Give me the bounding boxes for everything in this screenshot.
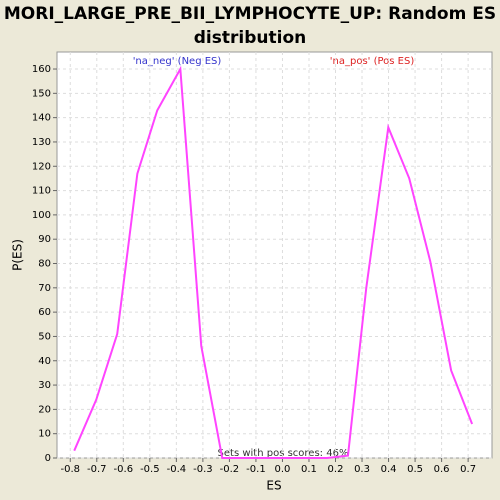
y-tick-label: 70 xyxy=(38,283,51,294)
x-tick-label: 0.2 xyxy=(328,464,344,475)
annotation: 'na_neg' (Neg ES) xyxy=(133,56,222,67)
annotation: Sets with pos scores: 46% xyxy=(218,448,349,459)
y-tick-label: 60 xyxy=(38,307,51,318)
y-tick-label: 100 xyxy=(32,210,51,221)
plot-area xyxy=(56,51,493,459)
x-tick-label: -0.4 xyxy=(167,464,187,475)
y-tick-label: 0 xyxy=(45,453,51,464)
y-tick-label: 120 xyxy=(32,161,51,172)
y-tick-label: 140 xyxy=(32,113,51,124)
x-tick-label: 0.1 xyxy=(301,464,317,475)
x-tick-label: -0.2 xyxy=(220,464,240,475)
x-tick-label: -0.7 xyxy=(87,464,107,475)
y-tick-label: 90 xyxy=(38,234,51,245)
y-tick-label: 130 xyxy=(32,137,51,148)
y-tick-label: 10 xyxy=(38,429,51,440)
x-tick-label: -0.8 xyxy=(61,464,81,475)
annotation: 'na_pos' (Pos ES) xyxy=(330,56,415,67)
x-tick-label: 0.7 xyxy=(460,464,476,475)
y-axis-label: P(ES) xyxy=(11,239,25,271)
x-tick-label: 0.5 xyxy=(407,464,423,475)
y-tick-label: 160 xyxy=(32,64,51,75)
x-tick-label: 0.4 xyxy=(381,464,397,475)
y-tick-label: 150 xyxy=(32,88,51,99)
y-tick-label: 40 xyxy=(38,356,51,367)
y-tick-label: 110 xyxy=(32,186,51,197)
x-tick-label: -0.3 xyxy=(193,464,213,475)
x-tick-label: -0.6 xyxy=(114,464,134,475)
chart-title: MORI_LARGE_PRE_BII_LYMPHOCYTE_UP: Random… xyxy=(3,4,497,48)
y-tick-label: 20 xyxy=(38,404,51,415)
x-tick-label: 0.3 xyxy=(354,464,370,475)
data-line xyxy=(73,65,474,459)
x-axis-label: ES xyxy=(266,479,281,493)
x-tick-label: -0.1 xyxy=(246,464,266,475)
y-tick-label: 80 xyxy=(38,259,51,270)
x-tick-label: 0.6 xyxy=(434,464,450,475)
x-tick-label: -0.5 xyxy=(140,464,160,475)
y-tick-label: 30 xyxy=(38,380,51,391)
x-tick-label: 0.0 xyxy=(275,464,291,475)
y-tick-label: 50 xyxy=(38,331,51,342)
